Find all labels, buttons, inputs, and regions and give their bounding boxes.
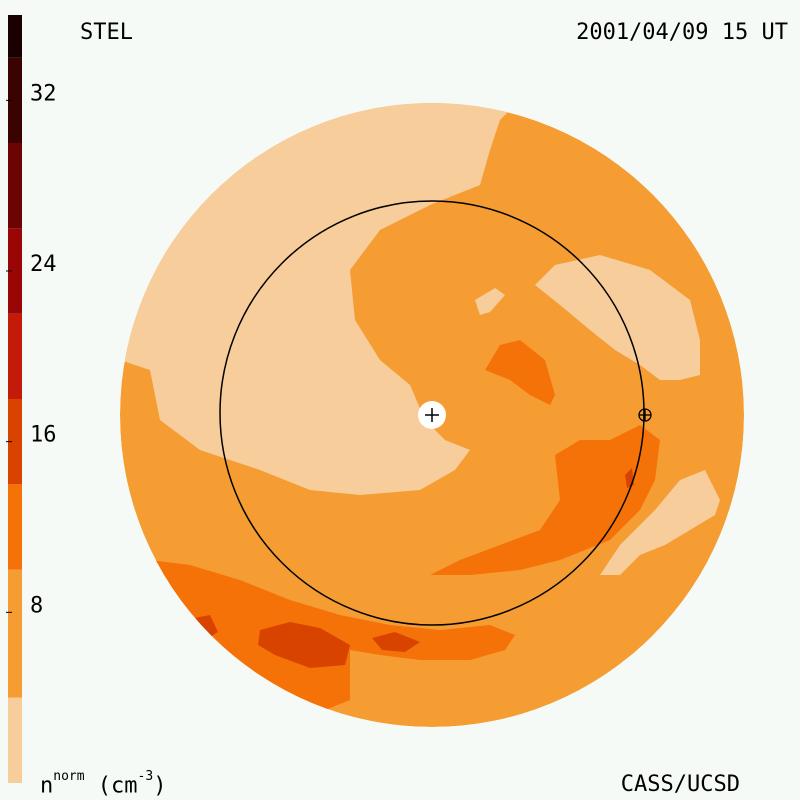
density-level-0-4-patch-small (475, 288, 505, 315)
colorbar-band-0 (8, 697, 22, 783)
quantity-base: n (40, 773, 54, 799)
colorbar-tick-label-0: 8 (30, 593, 43, 618)
density-level-10-14-patch-center (485, 340, 555, 405)
density-level-0-4-patch-right (535, 255, 700, 380)
density-level-14-18-patch-center (372, 632, 420, 652)
colorbar-tick-label-3: 32 (30, 81, 57, 106)
colorbar-band-1 (8, 569, 22, 698)
density-level-14-18-patch-left (258, 622, 350, 668)
colorbar-ticks: 8 16 24 32 (6, 81, 57, 618)
colorbar-band-5 (8, 228, 22, 314)
quantity-unit-close: ) (153, 773, 167, 799)
colorbar-band-6 (8, 143, 22, 229)
density-level-14-18-patch-edge (195, 615, 218, 640)
colorbar-tick-label-1: 16 (30, 423, 57, 448)
earth-orbit-circle (219, 200, 645, 626)
earth-icon (638, 408, 652, 422)
colorbar-band-2 (8, 484, 22, 570)
colorbar-band-8 (8, 15, 22, 58)
quantity-sup: norm (53, 769, 85, 784)
colorbar-band-7 (8, 57, 22, 143)
colorbar-bands (8, 15, 22, 783)
density-level-0-4-patch-lower-right (600, 470, 720, 575)
colorbar-tick-label-2: 24 (30, 252, 57, 277)
density-level-10-14-band-right (430, 425, 660, 575)
timestamp-label: 2001/04/09 15 UT (576, 20, 788, 45)
credit-label: CASS/UCSD (620, 772, 740, 797)
quantity-unit: (cm (84, 773, 138, 799)
quantity-unit-sup: -3 (137, 769, 154, 784)
colorbar-quantity-label: nnorm (cm-3) (40, 770, 167, 799)
density-colorbar: 8 16 24 32 (6, 15, 57, 783)
colorbar-band-3 (8, 399, 22, 485)
colorbar-band-4 (8, 313, 22, 399)
spacecraft-label: STEL (80, 20, 133, 45)
